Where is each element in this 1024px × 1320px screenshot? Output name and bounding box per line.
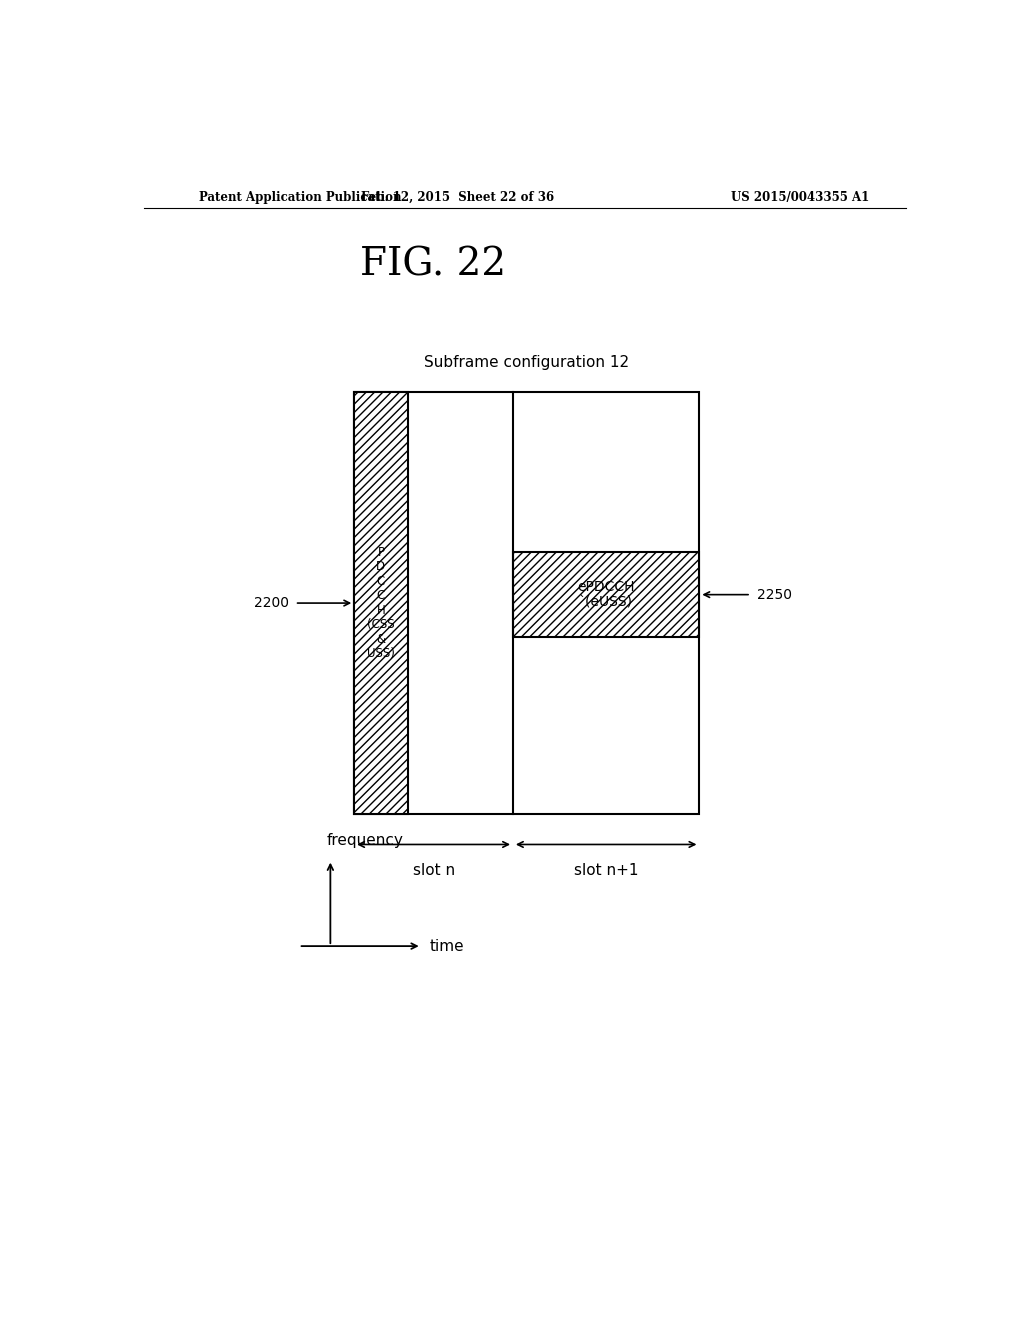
Text: FIG. 22: FIG. 22 <box>360 247 507 284</box>
Text: Patent Application Publication: Patent Application Publication <box>200 191 402 205</box>
Text: slot n+1: slot n+1 <box>573 863 638 878</box>
Bar <box>354 392 408 814</box>
Bar <box>513 553 699 636</box>
Text: US 2015/0043355 A1: US 2015/0043355 A1 <box>731 191 869 205</box>
Text: frequency: frequency <box>327 833 403 847</box>
Text: Feb. 12, 2015  Sheet 22 of 36: Feb. 12, 2015 Sheet 22 of 36 <box>360 191 554 205</box>
Bar <box>354 392 699 814</box>
Text: 2200: 2200 <box>254 597 289 610</box>
Text: P
D
C
C
H
(CSS
&
USS): P D C C H (CSS & USS) <box>367 546 395 660</box>
Text: Subframe configuration 12: Subframe configuration 12 <box>424 355 630 370</box>
Text: slot n: slot n <box>413 863 455 878</box>
Text: time: time <box>430 939 464 953</box>
Text: ePDCCH
`(eUSS): ePDCCH `(eUSS) <box>578 579 635 610</box>
Text: 2250: 2250 <box>757 587 792 602</box>
